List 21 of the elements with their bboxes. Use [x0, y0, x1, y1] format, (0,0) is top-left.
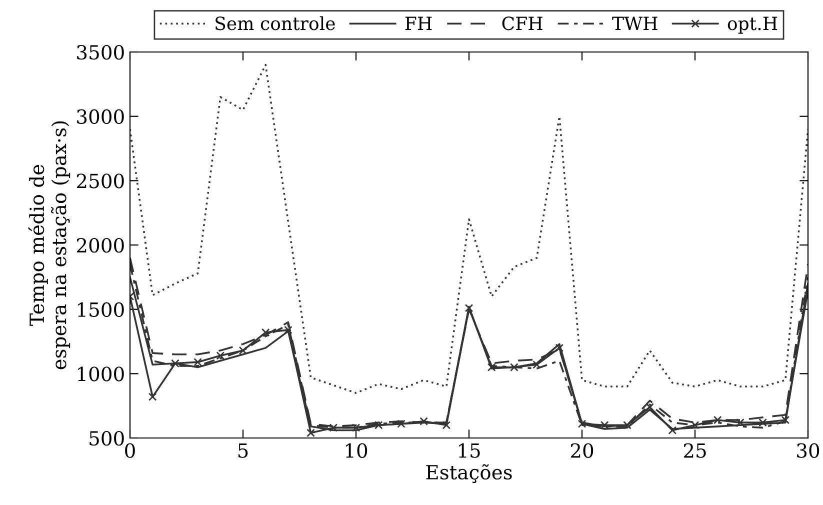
x-tick-label: 30	[797, 443, 820, 458]
y-tick-label: 3000	[77, 109, 124, 124]
x-tick-label: 0	[125, 443, 135, 458]
y-axis-title: Tempo médio de espera na estação (pax·s)	[28, 121, 70, 370]
legend-label: TWH	[612, 16, 658, 30]
legend-label: FH	[405, 16, 432, 30]
legend-label: opt.H	[728, 16, 778, 34]
x-axis-title: Estações	[426, 464, 512, 484]
y-tick-label: 2000	[76, 238, 124, 253]
x-tick-label: 25	[684, 443, 706, 458]
x-tick-label: 10	[346, 443, 368, 458]
x-tick-label: 15	[459, 443, 480, 458]
y-tick-label: 1000	[78, 366, 124, 382]
y-tick-label: 3500	[77, 44, 124, 60]
x-tick-label: 20	[570, 443, 594, 458]
y-tick-label: 2500	[76, 174, 124, 188]
legend-label: CFH	[502, 16, 542, 30]
y-tick-label: 1500	[78, 302, 124, 317]
x-tick-label: 5	[238, 443, 248, 458]
legend-label: Sem controle	[216, 16, 335, 30]
y-tick-label: 500	[90, 430, 124, 446]
